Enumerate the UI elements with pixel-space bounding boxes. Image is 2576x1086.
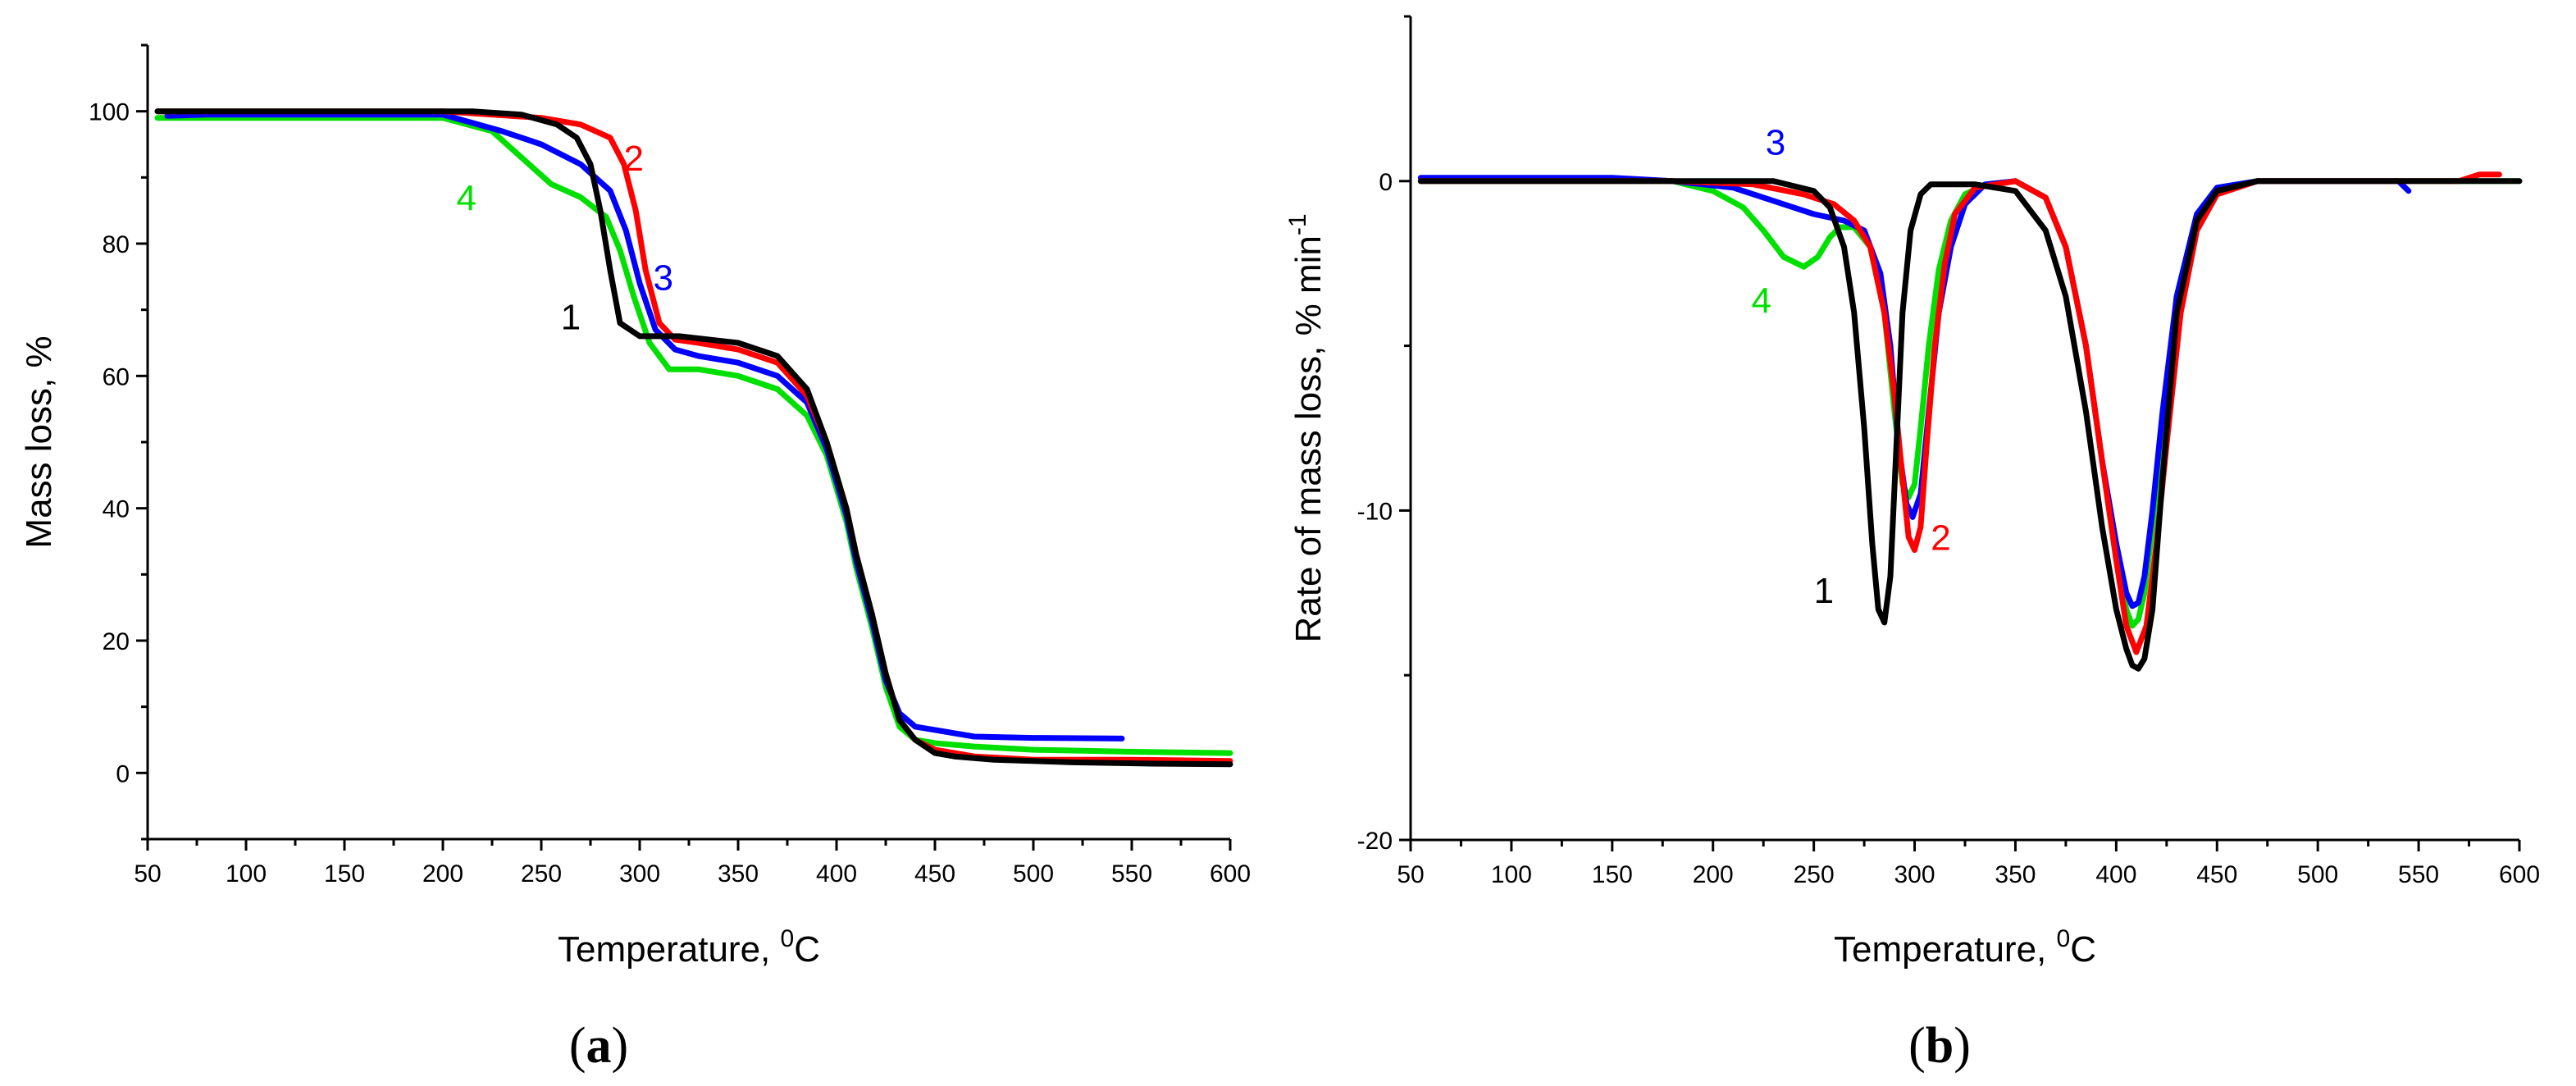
series-line-3 xyxy=(164,112,1125,741)
y-tick-label: 100 xyxy=(89,99,130,126)
x-tick-label: 250 xyxy=(521,860,562,888)
chart-b-rate-of-mass-loss: 50 100 150 200 250 300 350 400 450 500 550 600 -20 -1… xyxy=(1284,15,2540,1074)
x-tick-label: 450 xyxy=(2196,861,2237,888)
series-line-4 xyxy=(1417,178,2523,629)
y-tick-label: 20 xyxy=(103,628,130,655)
series-line-1 xyxy=(154,108,1233,768)
series-label-3: 3 xyxy=(654,258,673,298)
y-tick-label: 0 xyxy=(116,760,130,787)
series-label-3: 3 xyxy=(1766,123,1785,163)
x-tick-label: 100 xyxy=(226,860,267,888)
x-tick-label: 300 xyxy=(1894,861,1935,888)
panel-label: (b) xyxy=(1908,1018,1971,1074)
x-tick-label: 200 xyxy=(422,860,463,888)
x-tick-label: 500 xyxy=(1013,860,1054,888)
x-tick-label: 100 xyxy=(1491,861,1532,888)
y-axis-title: Rate of mass loss, % min-1 xyxy=(1284,213,1329,642)
x-tick-label: 150 xyxy=(1592,861,1633,888)
x-tick-label: 350 xyxy=(1995,861,2036,888)
y-tick-label: -10 xyxy=(1357,498,1393,525)
y-tick-label: 40 xyxy=(103,496,130,523)
x-tick-label: 350 xyxy=(718,860,759,888)
x-axis-title: Temperature, 0C xyxy=(558,925,820,970)
x-tick-label: 600 xyxy=(1210,860,1251,888)
series-label-4: 4 xyxy=(457,179,476,219)
series-line-2 xyxy=(1417,171,2502,655)
chart-a-mass-loss: 50 100 150 200 250 300 350 400 450 500 550 600 0 20 40… xyxy=(19,43,1251,1074)
series-label-4: 4 xyxy=(1751,281,1771,321)
x-tick-label: 50 xyxy=(134,860,161,888)
x-axis-title: Temperature, 0C xyxy=(1834,925,2096,970)
x-tick-label: 600 xyxy=(2499,861,2540,888)
series-label-2: 2 xyxy=(1931,518,1950,559)
series-label-1: 1 xyxy=(1814,571,1834,611)
y-tick-label: 60 xyxy=(103,363,130,390)
y-tick-label: 80 xyxy=(103,231,130,258)
x-tick-label: 400 xyxy=(2095,861,2136,888)
x-tick-label: 250 xyxy=(1794,861,1835,888)
x-tick-label: 500 xyxy=(2297,861,2338,888)
panel-label: (a) xyxy=(569,1018,628,1074)
y-tick-label: -20 xyxy=(1357,828,1393,855)
x-tick-label: 400 xyxy=(816,860,857,888)
series-line-2 xyxy=(154,108,1233,764)
x-tick-label: 200 xyxy=(1693,861,1734,888)
y-axis-title: Mass loss, % xyxy=(19,335,59,548)
series-line-1 xyxy=(1417,178,2523,672)
x-tick-label: 450 xyxy=(914,860,955,888)
x-tick-label: 150 xyxy=(324,860,365,888)
x-tick-label: 550 xyxy=(1111,860,1152,888)
series-label-1: 1 xyxy=(561,298,581,338)
y-tick-label: 0 xyxy=(1379,169,1393,196)
x-tick-label: 50 xyxy=(1397,861,1424,888)
series-line-4 xyxy=(154,115,1233,756)
series-label-2: 2 xyxy=(624,139,644,179)
x-tick-label: 550 xyxy=(2398,861,2439,888)
x-tick-label: 300 xyxy=(619,860,660,888)
